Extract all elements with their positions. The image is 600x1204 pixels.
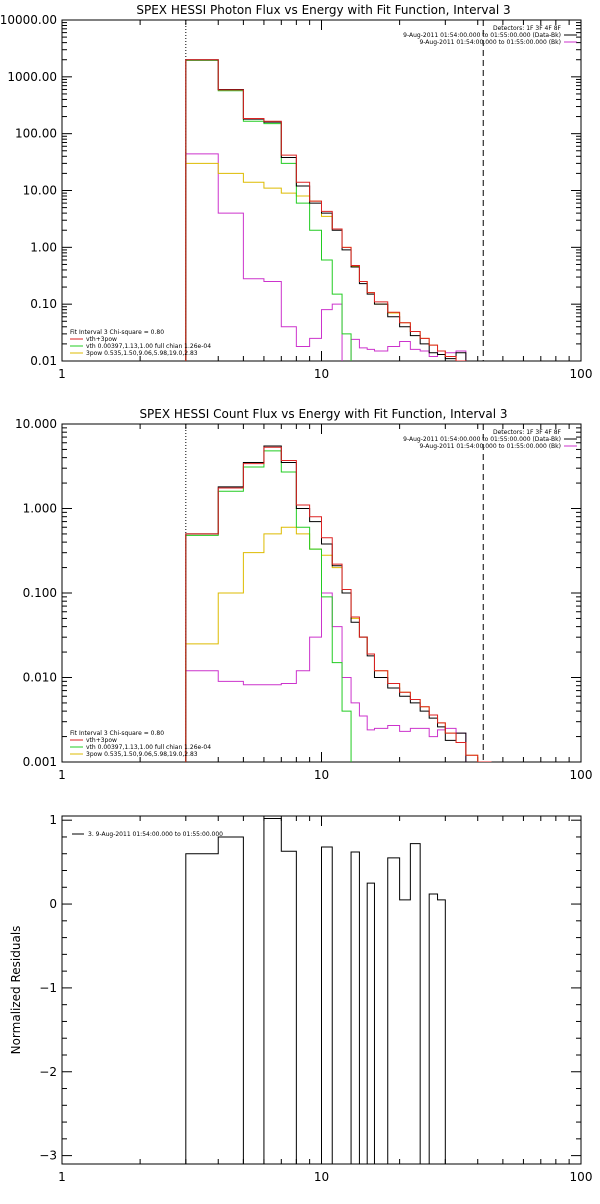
y-axis: 1 0 −1 −2 −3 [39,813,581,1163]
data-area [185,424,492,762]
x-tick-label: 100 [570,1170,593,1184]
x-tick-label: 1 [58,367,66,381]
y-axis: 10.000 1.000 0.100 0.010 0.001 [15,417,581,769]
y-tick-label: 100.00 [15,127,57,141]
legend-entry: 9-Aug-2011 01:54:00.000 to 01:55:00.000 … [419,39,561,46]
y-tick-label: −2 [39,1065,57,1079]
y-axis-label: Normalized Residuals [9,926,23,1055]
legend-entry: Detectors: 1F 3F 4F 8F [493,429,562,436]
x-axis: 1 10 100 [58,20,592,381]
legend-entry: vth 0.00397,1.13,1.00 full chian 1.26e-0… [86,343,211,350]
chart-title: SPEX HESSI Count Flux vs Energy with Fit… [139,407,507,421]
y-tick-label: 0.001 [23,755,57,769]
x-tick-label: 10 [314,367,329,381]
y-tick-label: 0 [49,897,57,911]
y-tick-label: −1 [39,981,57,995]
legend-entry: vth+3pow [86,336,117,343]
series-data-bk [185,59,467,361]
legend-entry: vth 0.00397,1.13,1.00 full chian 1.26e-0… [86,744,211,751]
y-tick-label: −3 [39,1149,57,1163]
legend-top-right: Detectors: 1F 3F 4F 8F9-Aug-2011 01:54:0… [403,429,577,450]
data-area [185,20,484,361]
legend-bottom-left: Fit Interval 3 Chi-square = 0.80vth+3pow… [70,730,211,758]
legend-bottom-left: Fit Interval 3 Chi-square = 0.80vth+3pow… [70,329,211,357]
series-vth-3pow [185,446,492,762]
x-axis: 1 10 100 [58,816,592,1184]
series-bk [185,592,467,762]
y-tick-label: 1.000 [23,502,57,516]
x-tick-label: 10 [314,1170,329,1184]
x-tick-label: 1 [58,1170,66,1184]
legend-entry: 9-Aug-2011 01:54:00.000 to 01:55:00.000 … [403,436,561,443]
y-tick-label: 0.01 [30,354,57,368]
legend-entry: vth+3pow [86,737,117,744]
series-vth [185,59,352,361]
legend-entry: Fit Interval 3 Chi-square = 0.80 [70,730,164,737]
legend-entry: 3pow 0.535,1.50,9.06,5.98,19.0,2.83 [86,350,198,357]
legend-top-left: 3. 9-Aug-2011 01:54:00.000 to 01:55:00.0… [72,831,223,838]
x-axis: 1 10 100 [58,424,592,782]
x-tick-label: 1 [58,768,66,782]
data-area [185,818,446,1164]
legend-entry: 3pow 0.535,1.50,9.06,5.98,19.0,2.83 [86,751,198,758]
series-bk [185,153,467,361]
y-tick-label: 10000.00 [0,13,57,27]
series-vth-3pow [185,59,467,361]
y-tick-label: 10.00 [23,184,57,198]
legend-entry: 3. 9-Aug-2011 01:54:00.000 to 01:55:00.0… [88,831,223,838]
x-tick-label: 100 [570,768,593,782]
chart-panel-2: SPEX HESSI Count Flux vs Energy with Fit… [15,407,592,782]
y-tick-label: 10.000 [15,417,57,431]
series-residuals [185,818,446,1164]
chart-panel-1: SPEX HESSI Photon Flux vs Energy with Fi… [0,3,592,381]
series-data-bk [185,445,467,762]
chart-title: SPEX HESSI Photon Flux vs Energy with Fi… [136,3,510,17]
series-vth [185,450,352,762]
x-tick-label: 10 [314,768,329,782]
y-axis: 10000.00 1000.00 100.00 10.00 1.00 0.10 0.01 [0,13,581,368]
y-tick-label: 1000.00 [7,70,57,84]
legend-entry: 9-Aug-2011 01:54:00.000 to 01:55:00.000 … [403,32,561,39]
series-3pow [185,162,467,361]
y-tick-label: 1.00 [30,240,57,254]
y-tick-label: 0.100 [23,586,57,600]
y-tick-label: 0.10 [30,297,57,311]
legend-entry: Fit Interval 3 Chi-square = 0.80 [70,329,164,336]
y-tick-label: 0.010 [23,671,57,685]
legend-entry: Detectors: 1F 3F 4F 8F [493,25,562,32]
y-tick-label: 1 [49,813,57,827]
legend-entry: 9-Aug-2011 01:54:00.000 to 01:55:00.000 … [419,443,561,450]
legend-top-right: Detectors: 1F 3F 4F 8F9-Aug-2011 01:54:0… [403,25,577,46]
x-tick-label: 100 [570,367,593,381]
